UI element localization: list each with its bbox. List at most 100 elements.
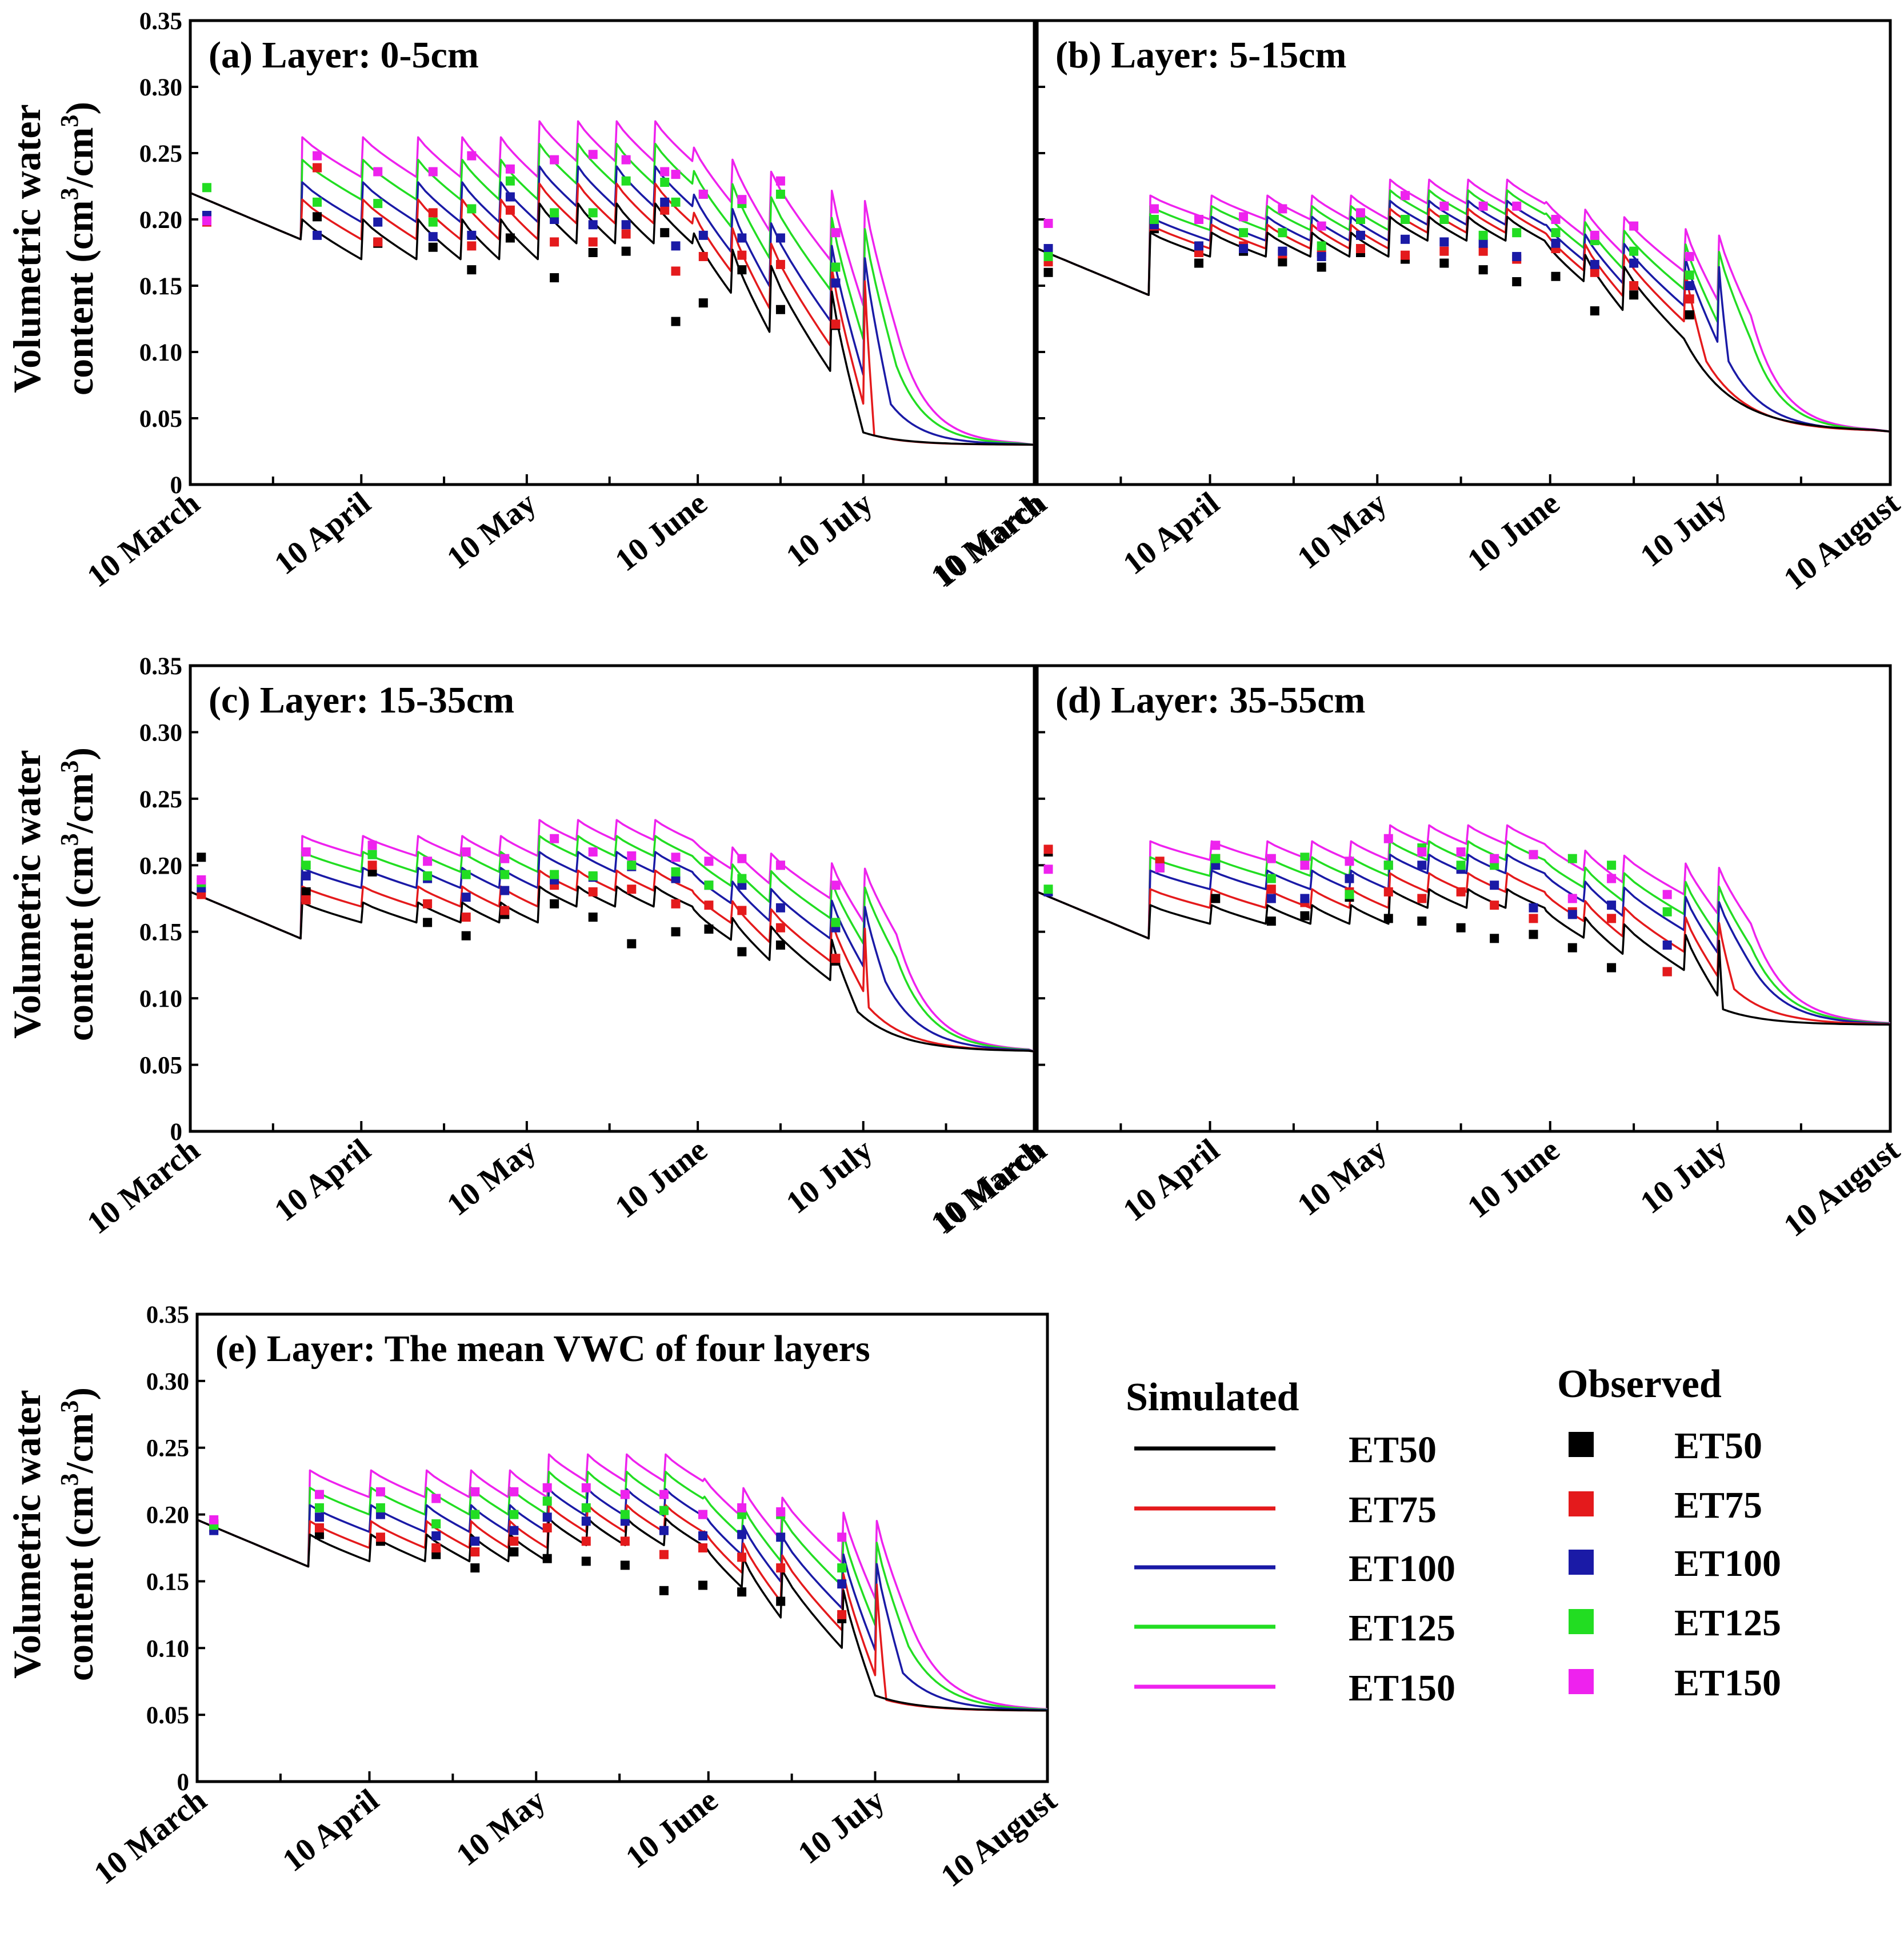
observed-point-et75 bbox=[588, 237, 598, 247]
observed-point-et125 bbox=[1607, 861, 1617, 870]
observed-point-et150 bbox=[1590, 230, 1599, 240]
x-tick-label: 10 April bbox=[268, 1132, 377, 1228]
observed-point-et75 bbox=[1607, 914, 1617, 923]
y-tick-label: 0 bbox=[170, 1119, 183, 1146]
simulated-line-et150 bbox=[197, 1453, 1047, 1711]
observed-point-et100 bbox=[1590, 259, 1599, 269]
observed-point-et150 bbox=[1278, 204, 1287, 214]
observed-markers bbox=[209, 1483, 847, 1623]
observed-point-et100 bbox=[1662, 941, 1672, 950]
observed-point-et100 bbox=[509, 1526, 519, 1535]
observed-point-et75 bbox=[1383, 887, 1393, 897]
observed-point-et125 bbox=[1317, 241, 1326, 251]
observed-point-et150 bbox=[1529, 850, 1538, 859]
x-tick-label: 10 May bbox=[1291, 1132, 1393, 1223]
y-tick-label: 0.20 bbox=[139, 853, 182, 879]
observed-point-et150 bbox=[1629, 221, 1639, 231]
observed-point-et100 bbox=[1529, 903, 1538, 913]
observed-point-et125 bbox=[202, 183, 211, 193]
x-tick-label: 10 March bbox=[927, 485, 1053, 594]
observed-point-et50 bbox=[1043, 267, 1053, 277]
simulated-line-et50 bbox=[1037, 215, 1890, 433]
observed-point-et100 bbox=[698, 230, 708, 240]
panel-title: (b) Layer: 5-15cm bbox=[1055, 34, 1347, 76]
observed-point-et150 bbox=[1355, 208, 1365, 218]
y-axis-label-middle: Volumetric water content (cm3/cm3) bbox=[5, 747, 101, 1041]
observed-point-et50 bbox=[313, 212, 322, 222]
x-tick-label: 10 June bbox=[609, 485, 714, 578]
observed-point-et75 bbox=[581, 1536, 591, 1546]
simulated-line-et75 bbox=[190, 869, 1034, 1053]
observed-point-et150 bbox=[775, 861, 785, 870]
observed-point-et50 bbox=[1629, 290, 1639, 300]
observed-point-et100 bbox=[1439, 237, 1449, 247]
y-tick-label: 0 bbox=[170, 472, 183, 499]
y-tick-label: 0.35 bbox=[146, 1302, 189, 1328]
observed-point-et75 bbox=[588, 887, 598, 897]
observed-point-et75 bbox=[367, 861, 377, 870]
x-tick-label: 10 March bbox=[87, 1782, 213, 1891]
simulated-line-et75 bbox=[190, 182, 1034, 446]
simulated-line-et150 bbox=[1037, 824, 1890, 1025]
y-tick-label: 0.05 bbox=[139, 406, 182, 433]
observed-point-et150 bbox=[470, 1487, 480, 1496]
observed-point-et50 bbox=[621, 246, 631, 256]
observed-point-et150 bbox=[461, 847, 471, 857]
observed-point-et100 bbox=[775, 233, 785, 243]
observed-point-et100 bbox=[1278, 246, 1287, 256]
observed-point-et100 bbox=[542, 1512, 552, 1522]
y-tick-label: 0.15 bbox=[146, 1568, 189, 1595]
simulated-line-et125 bbox=[190, 835, 1034, 1052]
observed-point-et125 bbox=[505, 176, 515, 186]
observed-point-et150 bbox=[660, 167, 670, 177]
x-tick-label: 10 March bbox=[81, 1132, 206, 1241]
panel-title: (c) Layer: 15-35cm bbox=[209, 679, 514, 721]
x-tick-label: 10 April bbox=[1117, 1132, 1226, 1228]
observed-point-et150 bbox=[1456, 847, 1466, 857]
observed-point-et75 bbox=[698, 251, 708, 261]
observed-point-et75 bbox=[1490, 901, 1499, 910]
legend-observed-label: ET50 bbox=[1674, 1425, 1762, 1467]
observed-point-et150 bbox=[737, 854, 747, 863]
observed-point-et125 bbox=[1662, 907, 1672, 917]
y-tick-label: 0.25 bbox=[139, 786, 182, 813]
observed-point-et150 bbox=[1439, 201, 1449, 211]
legend-simulated-label: ET75 bbox=[1349, 1489, 1437, 1531]
observed-point-et100 bbox=[671, 241, 681, 251]
observed-point-et125 bbox=[1439, 215, 1449, 224]
observed-point-et50 bbox=[423, 918, 433, 927]
observed-point-et50 bbox=[1300, 911, 1310, 921]
observed-point-et50 bbox=[588, 248, 598, 257]
observed-point-et75 bbox=[1590, 267, 1599, 277]
observed-point-et50 bbox=[542, 1554, 552, 1563]
observed-point-et50 bbox=[461, 931, 471, 941]
observed-point-et50 bbox=[698, 298, 708, 308]
simulated-line-et125 bbox=[197, 1471, 1047, 1711]
observed-point-et125 bbox=[550, 870, 559, 879]
legend-items: ET50 ET50 ET75 ET75 ET100 ET100 ET125 ET125 ET15… bbox=[1134, 1425, 1781, 1709]
observed-point-et50 bbox=[550, 273, 559, 283]
observed-point-et150 bbox=[620, 1490, 630, 1499]
observed-point-et150 bbox=[428, 167, 438, 177]
observed-point-et150 bbox=[588, 847, 598, 857]
simulated-line-et100 bbox=[190, 165, 1034, 446]
observed-point-et75 bbox=[1417, 894, 1427, 903]
observed-point-et150 bbox=[1239, 212, 1249, 222]
observed-point-et75 bbox=[375, 1532, 385, 1542]
observed-point-et50 bbox=[301, 887, 311, 897]
observed-point-et150 bbox=[373, 167, 383, 177]
observed-point-et75 bbox=[431, 1543, 441, 1552]
observed-point-et150 bbox=[627, 851, 637, 861]
legend-observed-label: ET150 bbox=[1674, 1662, 1781, 1704]
observed-point-et50 bbox=[1590, 306, 1599, 316]
observed-point-et75 bbox=[671, 899, 681, 909]
observed-point-et125 bbox=[470, 1510, 480, 1519]
observed-point-et75 bbox=[837, 1610, 847, 1619]
observed-point-et50 bbox=[627, 939, 637, 949]
simulated-line-et50 bbox=[197, 1517, 1047, 1712]
legend-marker-et125 bbox=[1569, 1609, 1594, 1634]
legend-marker-et150 bbox=[1569, 1669, 1594, 1694]
observed-point-et150 bbox=[505, 164, 515, 174]
observed-point-et75 bbox=[1685, 294, 1694, 304]
x-tick-label: 10 June bbox=[609, 1132, 714, 1225]
